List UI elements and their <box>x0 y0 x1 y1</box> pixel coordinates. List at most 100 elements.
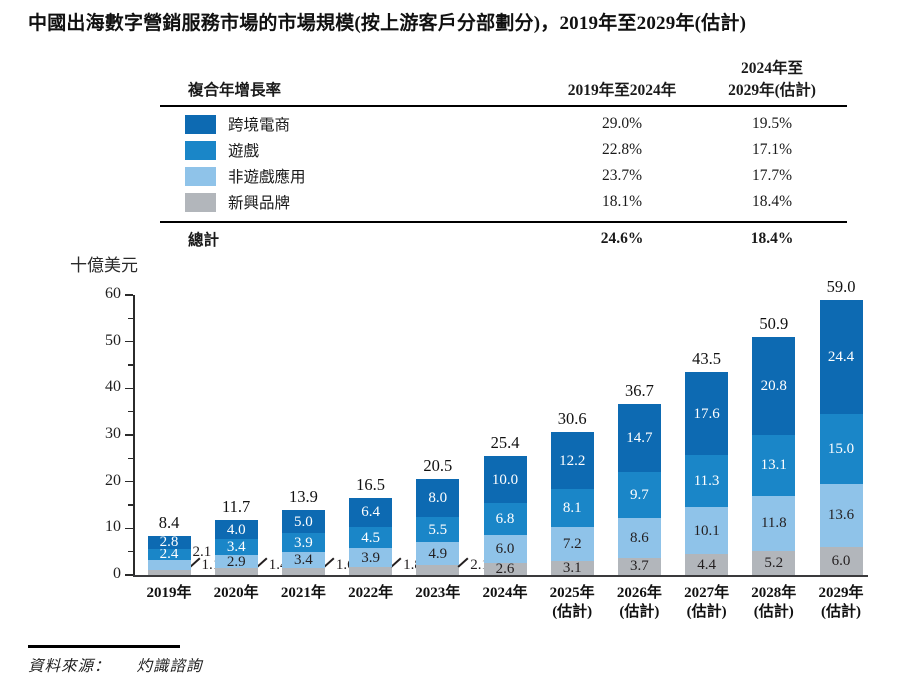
bar-segment-新興品牌 <box>617 557 661 575</box>
bar-segment-遊戲 <box>214 539 258 555</box>
bar-total-label: 25.4 <box>490 433 520 453</box>
bar-total-label: 43.5 <box>692 349 722 369</box>
bar-segment-新興品牌 <box>281 567 325 575</box>
bar-segment-新興品牌 <box>550 560 594 575</box>
segment-value-label: 3.4 <box>226 539 246 555</box>
cagr-value-2024-2029: 18.4% <box>751 193 793 210</box>
x-axis-label: 2024年 <box>482 585 528 601</box>
x-axis-label: 2025年 <box>549 585 595 601</box>
leader-line <box>323 557 335 568</box>
y-axis-tick <box>125 574 133 576</box>
segment-value-label: 7.2 <box>562 535 582 552</box>
cagr-row-label-cell: 新興品牌 <box>160 191 547 213</box>
bar-total-label: 20.5 <box>423 456 453 476</box>
segment-name-label: 遊戲 <box>228 143 260 160</box>
y-axis-tick <box>125 387 133 390</box>
bar-segment-跨境電商 <box>214 520 258 540</box>
bar-segment-非遊戲應用 <box>819 483 863 547</box>
segment-value-label: 3.4 <box>294 551 313 568</box>
leader-line <box>256 557 267 568</box>
bar-segment-遊戲 <box>752 434 796 496</box>
x-axis-label: 2023年 <box>415 585 461 601</box>
segment-value-label: 13.1 <box>760 457 787 474</box>
source-divider-line <box>28 645 180 648</box>
segment-value-label: 6.8 <box>495 511 515 527</box>
cagr-table-total-row: 總計 24.6% 18.4% <box>160 223 847 255</box>
bar-segment-跨境電商 <box>147 535 191 549</box>
y-axis-tick <box>125 480 133 483</box>
cagr-value-2019-2024: 22.8% <box>601 141 643 158</box>
segment-value-label: 8.0 <box>428 490 448 506</box>
segment-value-label: 10.0 <box>491 471 519 488</box>
bar-segment-非遊戲應用 <box>281 551 325 568</box>
segment-value-label: 14.7 <box>626 430 653 447</box>
y-axis-tick-label: 10 <box>105 518 121 536</box>
x-axis-label-estimate: (估計) <box>552 604 593 620</box>
bar-segment-新興品牌 <box>819 547 863 575</box>
segment-value-label: 9.7 <box>630 486 649 503</box>
x-axis-label: 2021年 <box>280 585 326 601</box>
y-axis-minor-tick <box>128 317 133 320</box>
y-axis-minor-tick <box>128 457 133 460</box>
cagr-row-label-cell: 跨境電商 <box>160 113 547 135</box>
bar-segment-遊戲 <box>550 489 594 527</box>
cagr-value-2024-2029: 17.7% <box>751 167 793 184</box>
y-axis-tick <box>125 434 133 436</box>
cagr-table-row: 跨境電商 29.0% 19.5% <box>160 111 847 137</box>
source-label: 資料來源： <box>28 657 111 675</box>
segment-value-label: 2.9 <box>226 553 246 570</box>
segment-value-label: 3.7 <box>630 558 649 575</box>
bar-segment-非遊戲應用 <box>214 554 258 569</box>
cagr-table-body: 跨境電商 29.0% 19.5% 遊戲 22.8% 17.1% 非遊戲應用 23.7% 17.7… <box>160 107 847 223</box>
segment-value-label: 11.3 <box>693 472 720 489</box>
bar-total-label: 59.0 <box>826 276 856 296</box>
cagr-table-header: 複合年增長率 2019年至2024年 2024年至 2029年(估計) <box>160 56 847 107</box>
bar-segment-新興品牌 <box>483 562 527 575</box>
bar-segment-非遊戲應用 <box>416 542 460 566</box>
y-axis-unit-label: 十億美元 <box>70 256 138 275</box>
segment-value-label: 5.0 <box>294 513 313 530</box>
bar-segment-新興品牌 <box>349 566 393 575</box>
cagr-total-2019-2024: 24.6% <box>600 230 644 247</box>
cagr-header-period2-line2: 2029年(估計) <box>728 82 816 99</box>
bar-segment-跨境電商 <box>819 299 863 414</box>
cagr-header-period-2019-2024: 2019年至2024年 <box>567 82 677 99</box>
segment-name-label: 新興品牌 <box>228 195 291 212</box>
legend-swatch-icon <box>185 140 216 160</box>
bar-segment-跨境電商 <box>416 479 460 517</box>
leader-line <box>457 557 469 568</box>
bar-segment-新興品牌 <box>214 568 258 575</box>
segment-value-label: 2.6 <box>495 560 515 577</box>
bar-segment-跨境電商 <box>752 337 796 435</box>
x-axis-label: 2026年 <box>616 585 662 601</box>
segment-value-label: 8.1 <box>562 500 582 517</box>
x-axis-label: 2022年 <box>348 585 394 601</box>
bar-segment-跨境電商 <box>685 372 729 455</box>
bar-segment-新興品牌 <box>685 554 729 575</box>
bar-total-label: 30.6 <box>557 409 587 429</box>
y-axis-tick-label: 40 <box>105 378 121 396</box>
cagr-header-metric: 複合年增長率 <box>188 82 282 99</box>
segment-value-label: 2.8 <box>159 534 179 551</box>
y-axis-tick <box>125 527 133 530</box>
segment-name-label: 跨境電商 <box>228 117 291 134</box>
bar-segment-非遊戲應用 <box>349 548 393 567</box>
bar-segment-跨境電商 <box>349 497 393 528</box>
bar-segment-遊戲 <box>349 527 393 549</box>
x-axis-label: 2027年 <box>684 585 730 601</box>
segment-value-label: 6.0 <box>831 553 851 569</box>
bar-total-label: 36.7 <box>624 380 654 400</box>
x-axis-label-estimate: (估計) <box>686 604 727 620</box>
bar-segment-非遊戲應用 <box>685 507 729 555</box>
cagr-header-period2-line1: 2024年至 <box>740 60 803 77</box>
y-axis-tick-label: 50 <box>105 331 121 349</box>
y-axis-line <box>133 295 135 575</box>
bar-segment-非遊戲應用 <box>617 517 661 558</box>
x-axis-line <box>133 575 868 577</box>
segment-value-label: 4.5 <box>361 529 380 546</box>
bar-segment-非遊戲應用 <box>752 495 796 551</box>
x-axis-label-estimate: (估計) <box>821 604 861 620</box>
x-axis-label: 2019年 <box>146 585 192 601</box>
bar-segment-遊戲 <box>483 503 527 535</box>
